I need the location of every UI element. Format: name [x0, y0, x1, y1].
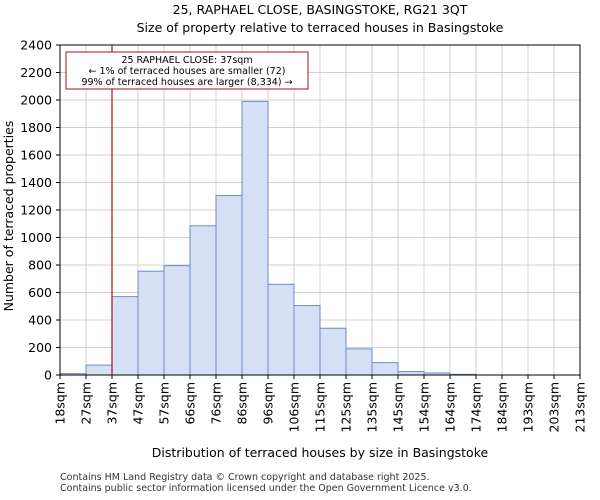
x-axis-label: Distribution of terraced houses by size … — [152, 445, 489, 460]
histogram-bar — [397, 371, 425, 376]
y-tick-label: 1800 — [20, 120, 52, 135]
x-tick-label: 164sqm — [443, 382, 458, 432]
y-tick-label: 400 — [28, 313, 52, 328]
y-tick-label: 1000 — [20, 230, 52, 245]
histogram-bar — [371, 362, 399, 376]
bars-group — [59, 100, 477, 376]
histogram-bar — [293, 305, 321, 376]
x-tick-label: 86sqm — [235, 382, 250, 425]
y-tick-label: 1400 — [20, 175, 52, 190]
x-tick-label: 106sqm — [287, 382, 302, 432]
x-tick-label: 145sqm — [391, 382, 406, 432]
x-tick-label: 27sqm — [79, 382, 94, 425]
chart-title-line2: Size of property relative to terraced ho… — [137, 20, 504, 35]
plot-frame — [59, 44, 581, 376]
chart-title-line1: 25, RAPHAEL CLOSE, BASINGSTOKE, RG21 3QT — [173, 2, 468, 17]
x-tick-label: 47sqm — [131, 382, 146, 425]
axes-group: 0 200 400 600 800 1000 1200 1400 1600 1800 2000 220… — [20, 38, 587, 433]
histogram-bar — [345, 348, 373, 376]
y-tick-label: 200 — [28, 340, 52, 355]
x-tick-label: 174sqm — [469, 382, 484, 432]
x-tick-label: 135sqm — [365, 382, 380, 432]
x-tick-label: 213sqm — [573, 382, 588, 432]
histogram-bar — [85, 364, 113, 376]
histogram-bar — [137, 270, 165, 376]
annotation-line: 99% of terraced houses are larger (8,334… — [81, 77, 292, 88]
x-tick-label: 57sqm — [157, 382, 172, 425]
histogram-bar — [215, 195, 243, 376]
histogram-bar — [267, 283, 295, 376]
x-tick-label: 18sqm — [53, 382, 68, 425]
y-axis-label: Number of terraced properties — [1, 121, 16, 312]
x-tick-label: 184sqm — [495, 382, 510, 432]
footer-line1: Contains HM Land Registry data © Crown c… — [60, 472, 430, 483]
y-tick-label: 1600 — [20, 148, 52, 163]
y-tick-label: 1200 — [20, 203, 52, 218]
histogram-bar — [241, 100, 269, 376]
histogram-bar — [319, 327, 347, 376]
x-tick-label: 37sqm — [105, 382, 120, 425]
annotation-box — [65, 51, 309, 90]
y-tick-label: 600 — [28, 285, 52, 300]
x-tick-label: 115sqm — [313, 382, 328, 432]
annotation-line: 25 RAPHAEL CLOSE: 37sqm — [121, 55, 252, 66]
histogram-chart: 25, RAPHAEL CLOSE, BASINGSTOKE, RG21 3QT… — [1, 2, 588, 460]
y-tick-label: 2400 — [20, 38, 52, 53]
annotation-line: ← 1% of terraced houses are smaller (72) — [89, 66, 286, 77]
footer-line2: Contains public sector information licen… — [60, 483, 472, 494]
y-tick-label: 0 — [44, 368, 52, 383]
x-tick-label: 66sqm — [183, 382, 198, 425]
y-tick-label: 2000 — [20, 93, 52, 108]
x-tick-label: 125sqm — [339, 382, 354, 432]
histogram-bar — [111, 296, 139, 376]
y-tick-label: 2200 — [20, 65, 52, 80]
y-tick-label: 800 — [28, 258, 52, 273]
x-tick-label: 193sqm — [521, 382, 536, 432]
x-tick-label: 96sqm — [261, 382, 276, 425]
x-tick-label: 203sqm — [547, 382, 562, 432]
x-tick-label: 76sqm — [209, 382, 224, 425]
histogram-bar — [163, 265, 191, 376]
histogram-bar — [189, 225, 217, 376]
x-tick-label: 154sqm — [417, 382, 432, 432]
marker-group: 25 RAPHAEL CLOSE: 37sqm← 1% of terraced … — [65, 45, 309, 375]
